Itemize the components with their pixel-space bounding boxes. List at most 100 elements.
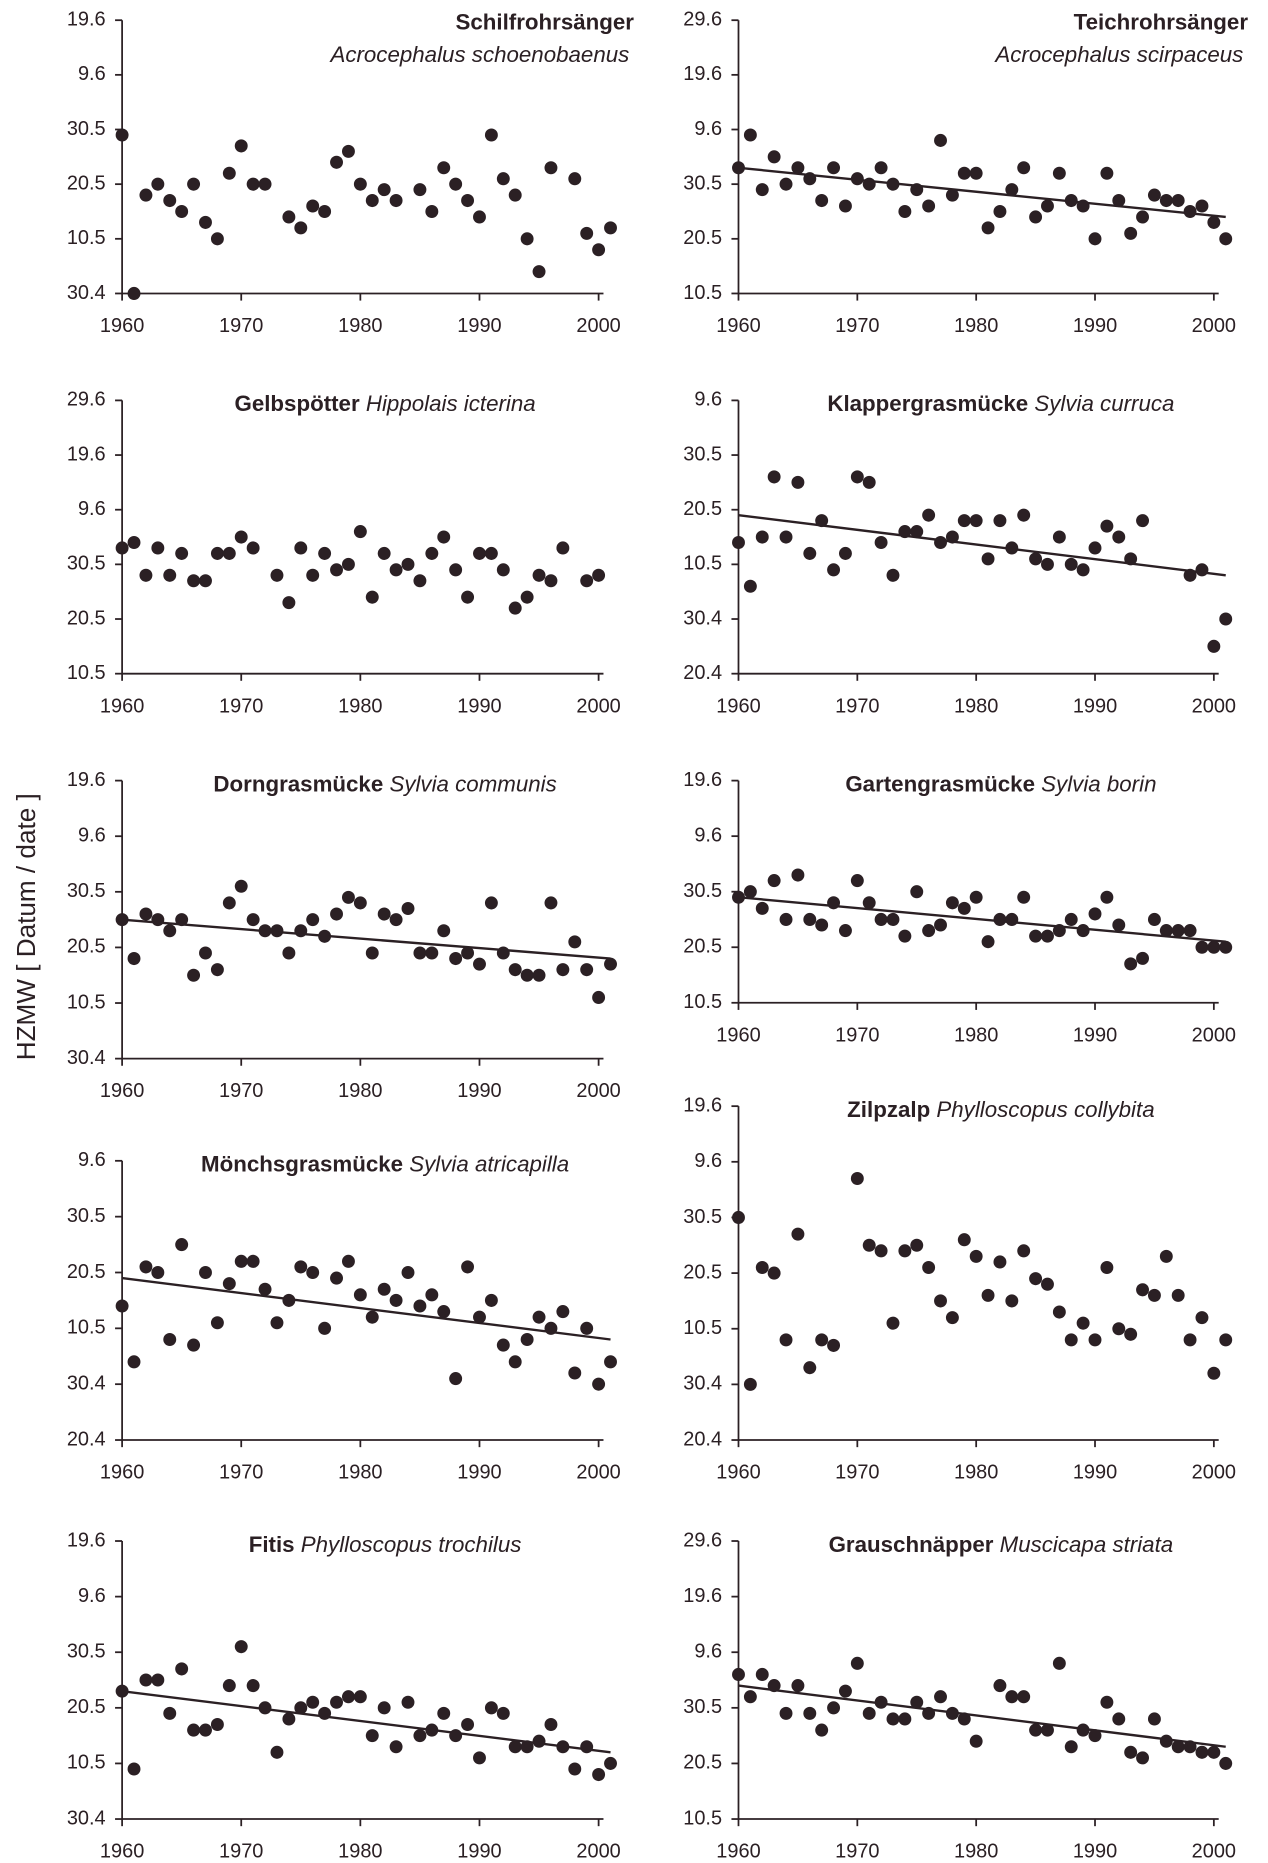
- point: [318, 929, 332, 943]
- y-tick-label: 19.6: [683, 1094, 722, 1116]
- point: [163, 924, 177, 938]
- y-tick-label: 20.4: [683, 662, 722, 684]
- point: [1159, 1249, 1173, 1263]
- point: [449, 1372, 463, 1386]
- panel: 10.5 20.5 30.5 9.6 19.6 1960 1970 1980 1990 2000 G…: [683, 769, 1236, 1047]
- point: [1124, 226, 1138, 240]
- point: [1017, 1690, 1031, 1704]
- point: [484, 1293, 498, 1307]
- point: [175, 1238, 189, 1252]
- point: [957, 901, 971, 915]
- y-tick-label: 30.5: [683, 443, 722, 465]
- point: [1207, 639, 1221, 653]
- point: [1076, 924, 1090, 938]
- point: [294, 541, 308, 555]
- point: [127, 1355, 141, 1369]
- point: [210, 546, 224, 560]
- point: [401, 557, 415, 571]
- y-tick-label: 19.6: [67, 8, 106, 30]
- x-tick-label: 1990: [1073, 695, 1117, 717]
- y-tick-label: 10.5: [683, 553, 722, 575]
- point: [175, 1662, 189, 1676]
- point: [461, 1717, 475, 1732]
- point: [874, 1244, 888, 1258]
- y-tick-label: 9.6: [694, 118, 722, 140]
- point: [353, 525, 367, 539]
- x-tick-label: 1980: [954, 695, 998, 717]
- panel-title: Schilfrohrsänger: [456, 10, 635, 35]
- point: [1183, 1333, 1197, 1347]
- y-tick-label: 9.6: [78, 1585, 106, 1607]
- point: [1112, 194, 1126, 208]
- point: [318, 1706, 332, 1720]
- point: [496, 1706, 510, 1720]
- point: [1171, 1288, 1185, 1302]
- x-tick-label: 1970: [835, 315, 879, 337]
- point: [115, 1299, 129, 1313]
- x-tick-label: 1990: [457, 695, 501, 717]
- y-tick-label: 20.5: [67, 1261, 106, 1283]
- point: [520, 1332, 534, 1347]
- point: [568, 1762, 582, 1776]
- point: [508, 1355, 522, 1369]
- x-tick-label: 1990: [1073, 1024, 1117, 1046]
- point: [1064, 1740, 1078, 1754]
- x-tick-label: 1960: [716, 695, 760, 717]
- point: [945, 530, 959, 544]
- point: [484, 1701, 498, 1715]
- x-tick-label: 1960: [716, 1024, 760, 1046]
- panel: 30.4 10.5 20.5 30.5 9.6 19.6 1960 1970 1980 1990 2…: [67, 769, 621, 1102]
- point: [139, 1673, 153, 1687]
- point: [827, 896, 841, 910]
- x-tick-label: 1980: [338, 1462, 382, 1484]
- point: [306, 913, 320, 927]
- point: [151, 177, 165, 191]
- x-tick-label: 1970: [219, 695, 263, 717]
- point: [767, 1266, 781, 1280]
- panel-subtitle: Acrocephalus schoenobaenus: [328, 42, 629, 67]
- point: [318, 204, 332, 219]
- x-tick-label: 1980: [954, 1024, 998, 1046]
- point: [520, 1740, 534, 1754]
- point: [222, 166, 236, 180]
- y-tick-label: 30.5: [67, 118, 106, 140]
- point: [377, 546, 391, 560]
- x-tick-label: 1960: [100, 1462, 144, 1484]
- x-tick-label: 2000: [576, 315, 620, 337]
- x-tick-label: 1980: [338, 315, 382, 337]
- point: [437, 161, 451, 175]
- y-tick-label: 20.5: [683, 227, 722, 249]
- point: [732, 1667, 745, 1682]
- point: [592, 568, 606, 582]
- point: [910, 1695, 924, 1709]
- point: [306, 199, 320, 213]
- point: [484, 896, 498, 910]
- x-tick-label: 1960: [100, 315, 144, 337]
- y-tick-label: 20.5: [67, 607, 106, 629]
- point: [163, 194, 177, 208]
- x-tick-label: 1960: [716, 1841, 760, 1863]
- point: [341, 557, 355, 571]
- point: [163, 568, 177, 582]
- point: [508, 601, 522, 615]
- point: [1136, 1283, 1150, 1297]
- point: [592, 990, 606, 1005]
- point: [353, 1288, 367, 1302]
- point: [862, 896, 876, 910]
- point: [270, 568, 284, 582]
- point: [743, 1690, 757, 1704]
- point: [827, 563, 841, 577]
- point: [556, 963, 570, 977]
- point: [1052, 1305, 1066, 1319]
- point: [1052, 1656, 1066, 1670]
- point: [922, 1706, 936, 1720]
- point: [945, 1706, 959, 1720]
- point: [520, 232, 534, 246]
- point: [282, 1712, 296, 1726]
- point: [258, 1701, 272, 1715]
- point: [604, 221, 617, 235]
- point: [294, 924, 308, 938]
- point: [886, 1316, 900, 1330]
- point: [1147, 912, 1161, 927]
